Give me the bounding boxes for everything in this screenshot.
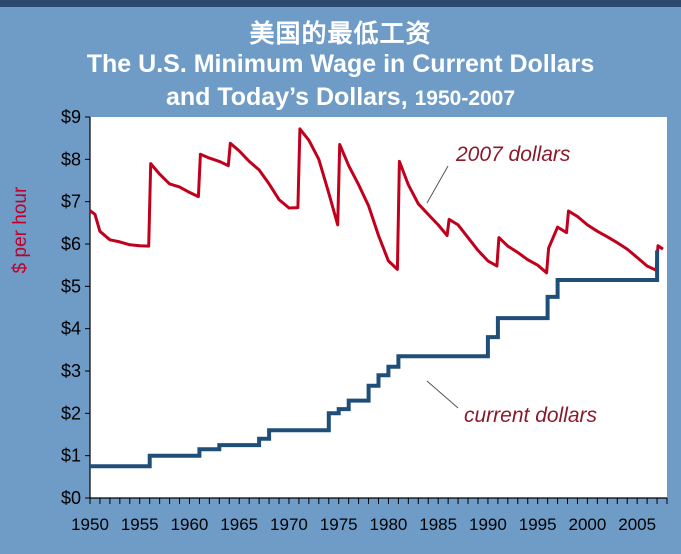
x-tick-label: 1965 [220,515,258,534]
plot-area [90,117,667,498]
series-line-current-dollars [90,250,660,469]
x-tick-label: 1980 [370,515,408,534]
chart-title-years: 1950-2007 [414,87,516,110]
annotation-leader-2007-dollars [426,165,449,204]
x-tick-label: 1970 [270,515,308,534]
x-tick-label: 2000 [568,515,606,534]
x-tick-label: 2005 [618,515,656,534]
chart-title-line2: and Today’s Dollars, 1950-2007 [0,83,681,112]
x-tick-label: 1975 [320,515,358,534]
y-tick-label: $5 [61,276,81,296]
annotation-current-dollars: current dollars [464,404,598,427]
chart-title-line1: The U.S. Minimum Wage in Current Dollars [86,50,595,78]
y-tick-label: $2 [61,403,81,423]
x-tick-label: 1955 [121,515,159,534]
y-tick-label: $8 [61,149,81,169]
y-tick-label: $1 [61,446,81,466]
y-tick-label: $7 [61,192,81,212]
x-tick-label: 1990 [469,515,507,534]
x-tick-label: 1985 [419,515,457,534]
series-line-2007-dollars [89,127,664,275]
x-tick-label: 1950 [71,515,109,534]
x-tick-label: 1960 [171,515,209,534]
y-tick-label: $4 [61,319,81,339]
chart-title-line2-text: and Today’s Dollars, [165,83,415,111]
y-tick-label: $6 [61,234,81,254]
y-tick-label: $9 [61,107,81,127]
y-tick-label: $3 [61,361,81,381]
annotation-2007-dollars: 2007 dollars [455,143,571,166]
annotation-leader-current-dollars [426,380,459,409]
chart-title-chinese: 美国的最低工资 [249,20,432,48]
top-bar [0,0,681,7]
y-tick-label: $0 [61,488,81,508]
x-tick-label: 1995 [519,515,557,534]
